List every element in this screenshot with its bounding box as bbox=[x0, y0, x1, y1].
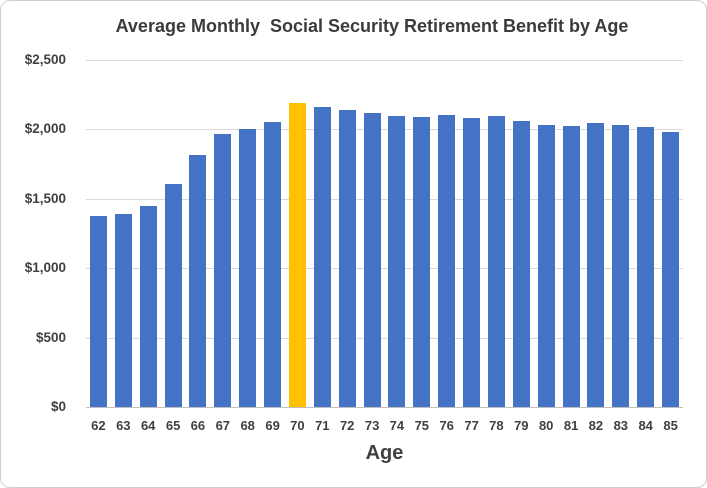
x-tick-label: 77 bbox=[464, 418, 479, 433]
x-tick-label: 65 bbox=[165, 418, 181, 433]
y-tick-label: $1,000 bbox=[24, 260, 66, 276]
bar-age-85 bbox=[662, 132, 680, 407]
x-tick-label: 68 bbox=[240, 418, 255, 433]
gridline bbox=[86, 198, 683, 200]
bar-age-67 bbox=[214, 134, 232, 407]
x-tick-label: 71 bbox=[315, 418, 330, 433]
bar-age-77 bbox=[463, 118, 481, 407]
bar-age-76 bbox=[438, 114, 456, 407]
x-axis-title: Age bbox=[365, 442, 404, 464]
x-tick-label: 66 bbox=[190, 418, 206, 433]
gridline bbox=[86, 129, 683, 131]
bar-age-81 bbox=[562, 125, 580, 407]
x-axis-line bbox=[86, 407, 683, 408]
x-tick-label: 81 bbox=[563, 418, 579, 433]
x-tick-label: 78 bbox=[489, 418, 504, 433]
y-tick-label: $1,500 bbox=[24, 190, 66, 206]
gridline bbox=[86, 268, 683, 270]
bar-age-63 bbox=[114, 214, 132, 407]
bar-age-64 bbox=[139, 206, 157, 407]
bar-age-78 bbox=[487, 116, 505, 407]
x-tick-label: 72 bbox=[339, 418, 355, 433]
bar-age-75 bbox=[413, 116, 431, 407]
y-tick-label: $0 bbox=[50, 399, 66, 414]
x-tick-label: 63 bbox=[116, 418, 131, 433]
x-tick-label: 64 bbox=[140, 418, 156, 433]
x-tick-label: 70 bbox=[290, 418, 305, 433]
bar-age-80 bbox=[537, 124, 555, 407]
bar-age-65 bbox=[164, 183, 182, 407]
x-tick-label: 85 bbox=[663, 418, 678, 433]
x-tick-label: 83 bbox=[613, 418, 629, 433]
y-tick-label: $2,500 bbox=[24, 52, 66, 67]
y-tick-label: $2,000 bbox=[24, 121, 66, 137]
bar-age-71 bbox=[313, 107, 331, 407]
x-tick-label: 73 bbox=[364, 418, 380, 433]
bar-age-82 bbox=[587, 122, 605, 407]
bar-age-72 bbox=[338, 110, 356, 407]
plot-area bbox=[86, 60, 683, 408]
bar-age-74 bbox=[388, 116, 406, 407]
bar-age-83 bbox=[612, 125, 630, 407]
bar-age-73 bbox=[363, 112, 381, 407]
bar-age-69 bbox=[264, 121, 282, 407]
y-tick-label: $500 bbox=[35, 329, 66, 345]
x-tick-label: 82 bbox=[588, 418, 604, 433]
x-tick-label: 62 bbox=[91, 418, 106, 433]
bar-age-79 bbox=[512, 121, 530, 407]
bar-age-66 bbox=[189, 155, 207, 407]
bar-age-70 bbox=[288, 103, 306, 407]
gridline bbox=[86, 337, 683, 339]
x-tick-label: 67 bbox=[215, 418, 231, 433]
x-tick-label: 80 bbox=[538, 418, 554, 433]
x-tick-label: 74 bbox=[389, 418, 405, 433]
x-tick-label: 75 bbox=[414, 418, 430, 433]
chart-title: Average Monthly Social Security Retireme… bbox=[115, 16, 629, 36]
bar-age-84 bbox=[637, 127, 655, 407]
gridline bbox=[86, 60, 683, 61]
bar-age-68 bbox=[239, 128, 257, 407]
x-tick-label: 79 bbox=[514, 418, 529, 433]
x-tick-label: 84 bbox=[638, 418, 653, 433]
x-tick-label: 69 bbox=[265, 418, 280, 433]
x-tick-label: 76 bbox=[439, 418, 454, 433]
bar-age-62 bbox=[89, 216, 107, 407]
